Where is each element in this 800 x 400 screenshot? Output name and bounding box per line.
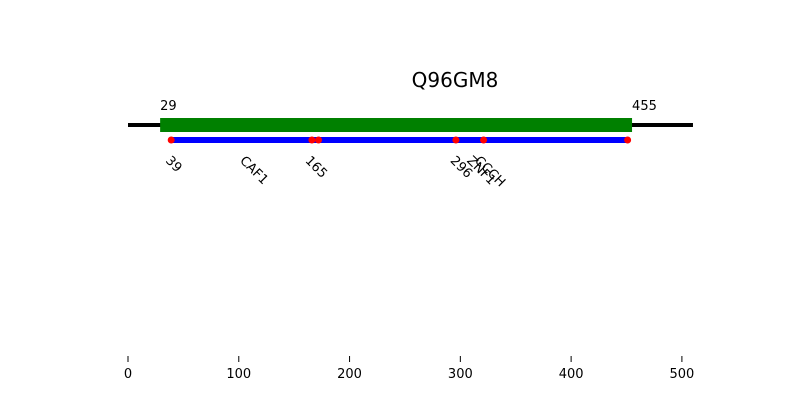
site-point-4 (480, 136, 488, 144)
axis-tick-label-0: 0 (124, 367, 132, 382)
site-point-3 (452, 136, 460, 144)
chain-bar (160, 118, 633, 132)
axis-tick-label-5: 500 (669, 367, 694, 382)
axis-tick-label-3: 300 (448, 367, 473, 382)
axis-tick-label-1: 100 (226, 367, 251, 382)
chain-end-label: 455 (632, 99, 657, 114)
diagram-title: Q96GM8 (412, 68, 499, 92)
site-point-2 (315, 136, 323, 144)
site-point-0 (167, 136, 175, 144)
feature-label-1: CAF1 (236, 153, 270, 187)
chain-start-label: 29 (160, 99, 177, 114)
feature-label-0: 39 (162, 153, 184, 175)
axis-tick-label-4: 400 (559, 367, 584, 382)
feature-label-2: 165 (302, 153, 330, 181)
site-point-1 (308, 136, 316, 144)
axis-tick-label-2: 200 (337, 367, 362, 382)
site-point-5 (624, 136, 632, 144)
